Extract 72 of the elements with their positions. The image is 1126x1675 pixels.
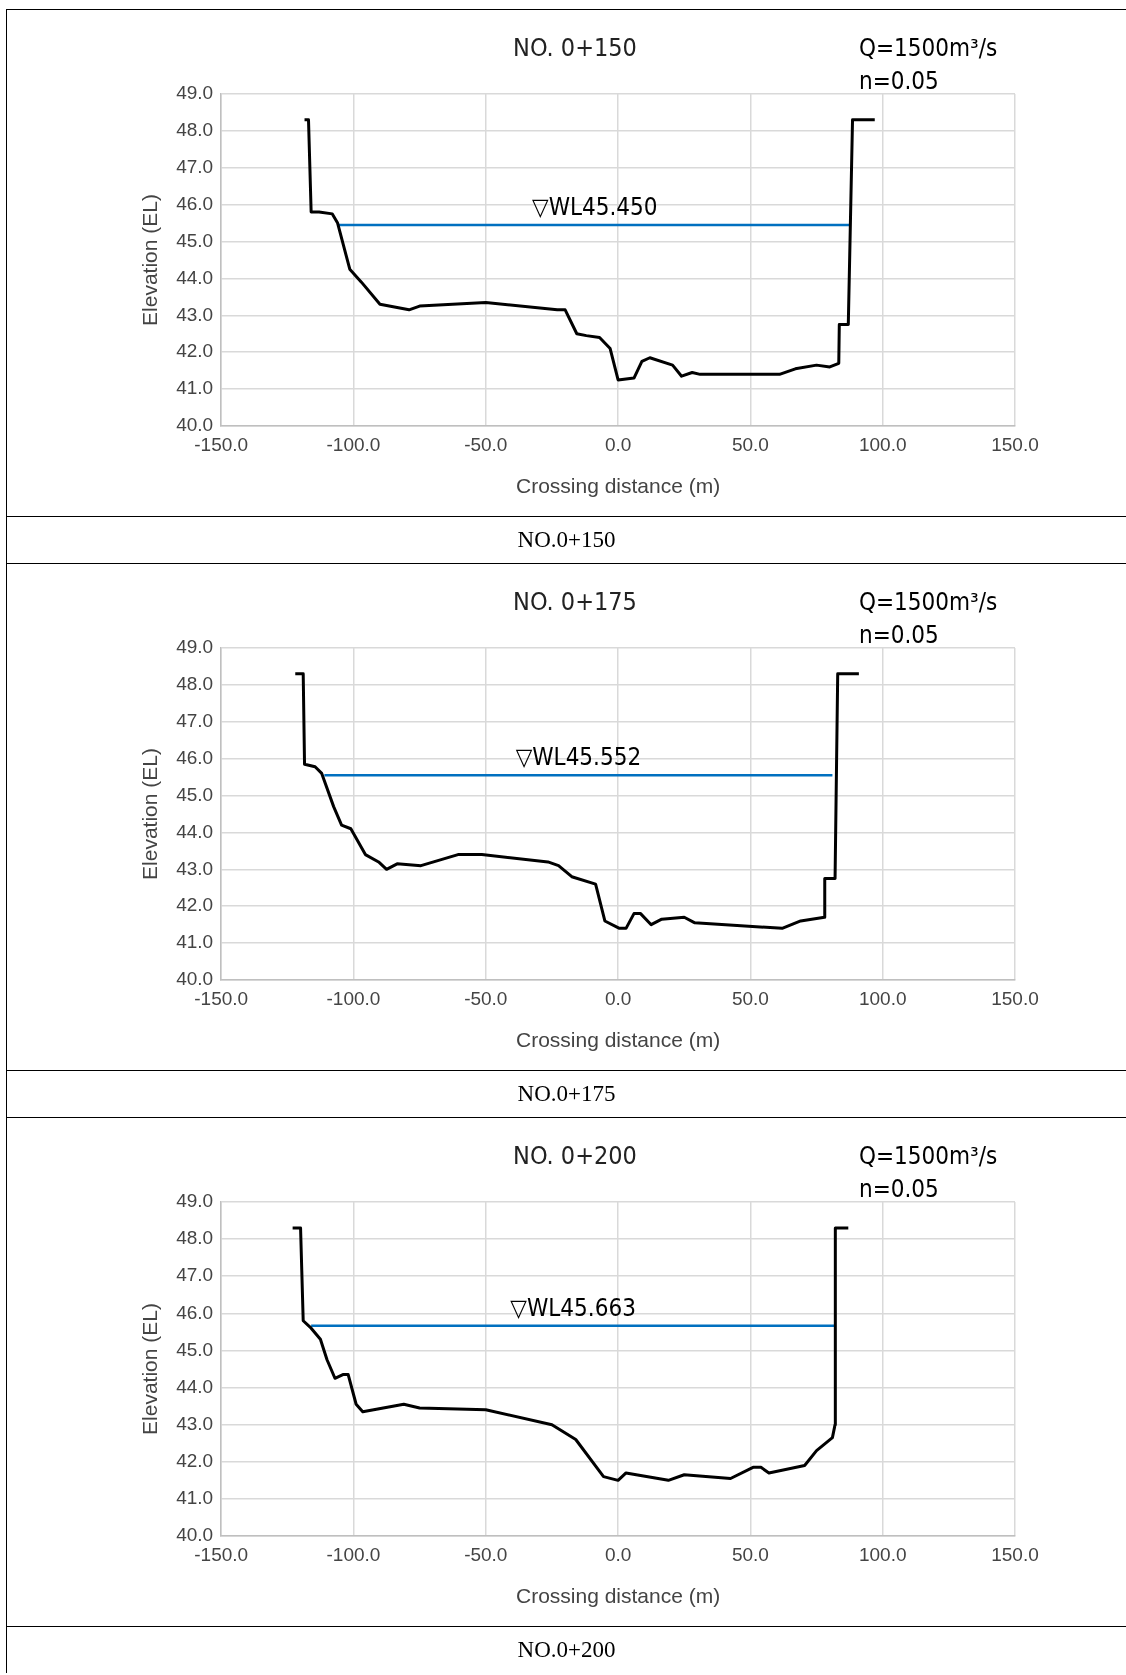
x-tick-label: -150.0 (194, 987, 249, 1009)
y-axis-title: Elevation (EL) (138, 748, 162, 880)
x-tick-label: -150.0 (194, 1543, 249, 1565)
x-tick-label: 100.0 (858, 433, 907, 455)
y-tick-label: 44.0 (176, 1375, 214, 1397)
x-axis-title: Crossing distance (m) (515, 1028, 721, 1052)
y-tick-label: 41.0 (176, 377, 214, 399)
y-tick-label: 41.0 (176, 931, 214, 953)
y-tick-label: 40.0 (176, 1524, 214, 1546)
y-tick-label: 46.0 (176, 1301, 214, 1323)
x-tick-label: 50.0 (731, 433, 769, 455)
x-tick-label: -100.0 (326, 1543, 381, 1565)
x-tick-label: -50.0 (464, 1543, 508, 1565)
y-tick-label: 49.0 (176, 636, 214, 658)
y-axis-title: Elevation (EL) (138, 1303, 162, 1435)
y-tick-label: 43.0 (176, 857, 214, 879)
text: Q=1500m³/s (859, 1142, 998, 1171)
y-tick-label: 46.0 (176, 192, 214, 214)
x-tick-label: 50.0 (731, 1543, 769, 1565)
y-tick-label: 48.0 (176, 673, 214, 695)
y-tick-label: 43.0 (176, 303, 214, 325)
x-tick-label: -150.0 (194, 433, 249, 455)
text: Q=1500m³/s (859, 34, 998, 63)
y-tick-label: 43.0 (176, 1412, 214, 1434)
annotation: ▽WL45.552 (515, 743, 642, 772)
y-tick-label: 47.0 (176, 1264, 214, 1286)
chart-title: NO. 0+175 (513, 586, 637, 616)
y-tick-label: 49.0 (176, 82, 214, 104)
y-tick-label: 46.0 (176, 746, 214, 768)
y-tick-label: 41.0 (176, 1487, 214, 1509)
y-tick-label: 45.0 (176, 783, 214, 805)
y-tick-label: 42.0 (176, 1450, 214, 1472)
y-tick-label: 44.0 (176, 820, 214, 842)
text: Q=1500m³/s (859, 588, 998, 617)
y-tick-label: 48.0 (176, 119, 214, 141)
x-tick-label: -100.0 (326, 433, 381, 455)
x-tick-label: -100.0 (326, 987, 381, 1009)
y-tick-label: 42.0 (176, 894, 214, 916)
y-tick-label: 48.0 (176, 1227, 214, 1249)
y-tick-label: 44.0 (176, 266, 214, 288)
chart-title: NO. 0+150 (513, 32, 637, 62)
x-tick-label: 50.0 (731, 987, 769, 1009)
text: NO.0+150 (7, 516, 1126, 563)
y-tick-label: 47.0 (176, 156, 214, 178)
x-tick-label: -50.0 (464, 433, 508, 455)
y-axis-title: Elevation (EL) (138, 194, 162, 326)
text: NO.0+175 (7, 1070, 1126, 1117)
x-tick-label: 150.0 (991, 987, 1039, 1009)
x-axis-title: Crossing distance (m) (515, 1584, 721, 1608)
y-tick-label: 40.0 (176, 414, 214, 436)
x-axis-title: Crossing distance (m) (515, 474, 721, 498)
x-tick-label: 100.0 (858, 1543, 907, 1565)
x-tick-label: 100.0 (858, 987, 907, 1009)
x-tick-label: 0.0 (604, 987, 632, 1009)
y-tick-label: 47.0 (176, 710, 214, 732)
annotation: n=0.05 (859, 621, 939, 650)
text: NO.0+200 (7, 1626, 1126, 1673)
y-tick-label: 49.0 (176, 1190, 214, 1212)
x-tick-label: -50.0 (464, 987, 508, 1009)
chart-title: NO. 0+200 (513, 1140, 637, 1170)
y-tick-label: 45.0 (176, 229, 214, 251)
x-tick-label: 0.0 (604, 1543, 632, 1565)
y-tick-label: 40.0 (176, 968, 214, 990)
x-tick-label: 150.0 (991, 433, 1039, 455)
annotation: ▽WL45.663 (510, 1294, 636, 1323)
annotation: n=0.05 (859, 67, 939, 96)
x-tick-label: 150.0 (991, 1543, 1039, 1565)
y-tick-label: 45.0 (176, 1338, 214, 1360)
annotation: n=0.05 (859, 1175, 939, 1204)
x-tick-label: 0.0 (604, 433, 632, 455)
y-tick-label: 42.0 (176, 340, 214, 362)
annotation: ▽WL45.450 (532, 193, 658, 222)
